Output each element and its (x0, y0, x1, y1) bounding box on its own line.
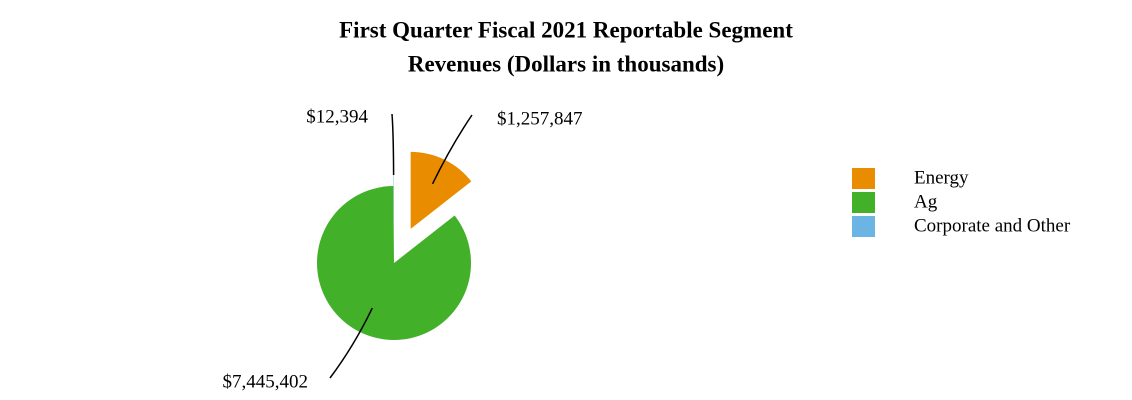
legend-label: Ag (914, 191, 938, 212)
legend-label: Corporate and Other (914, 215, 1071, 236)
legend-swatch (852, 216, 875, 237)
legend-swatch (852, 168, 875, 189)
pie-slice (410, 151, 472, 229)
leader-line (431, 114, 473, 185)
chart-title: Revenues (Dollars in thousands) (408, 51, 724, 76)
data-label: $7,445,402 (223, 371, 309, 392)
pie-slice (317, 186, 471, 340)
data-label: $1,257,847 (497, 108, 583, 129)
data-label: $12,394 (306, 106, 368, 127)
leader-line (329, 307, 373, 379)
legend-label: Energy (914, 167, 969, 188)
chart-title: First Quarter Fiscal 2021 Reportable Seg… (339, 17, 793, 42)
legend-swatch (852, 192, 875, 213)
leader-line (391, 113, 395, 175)
